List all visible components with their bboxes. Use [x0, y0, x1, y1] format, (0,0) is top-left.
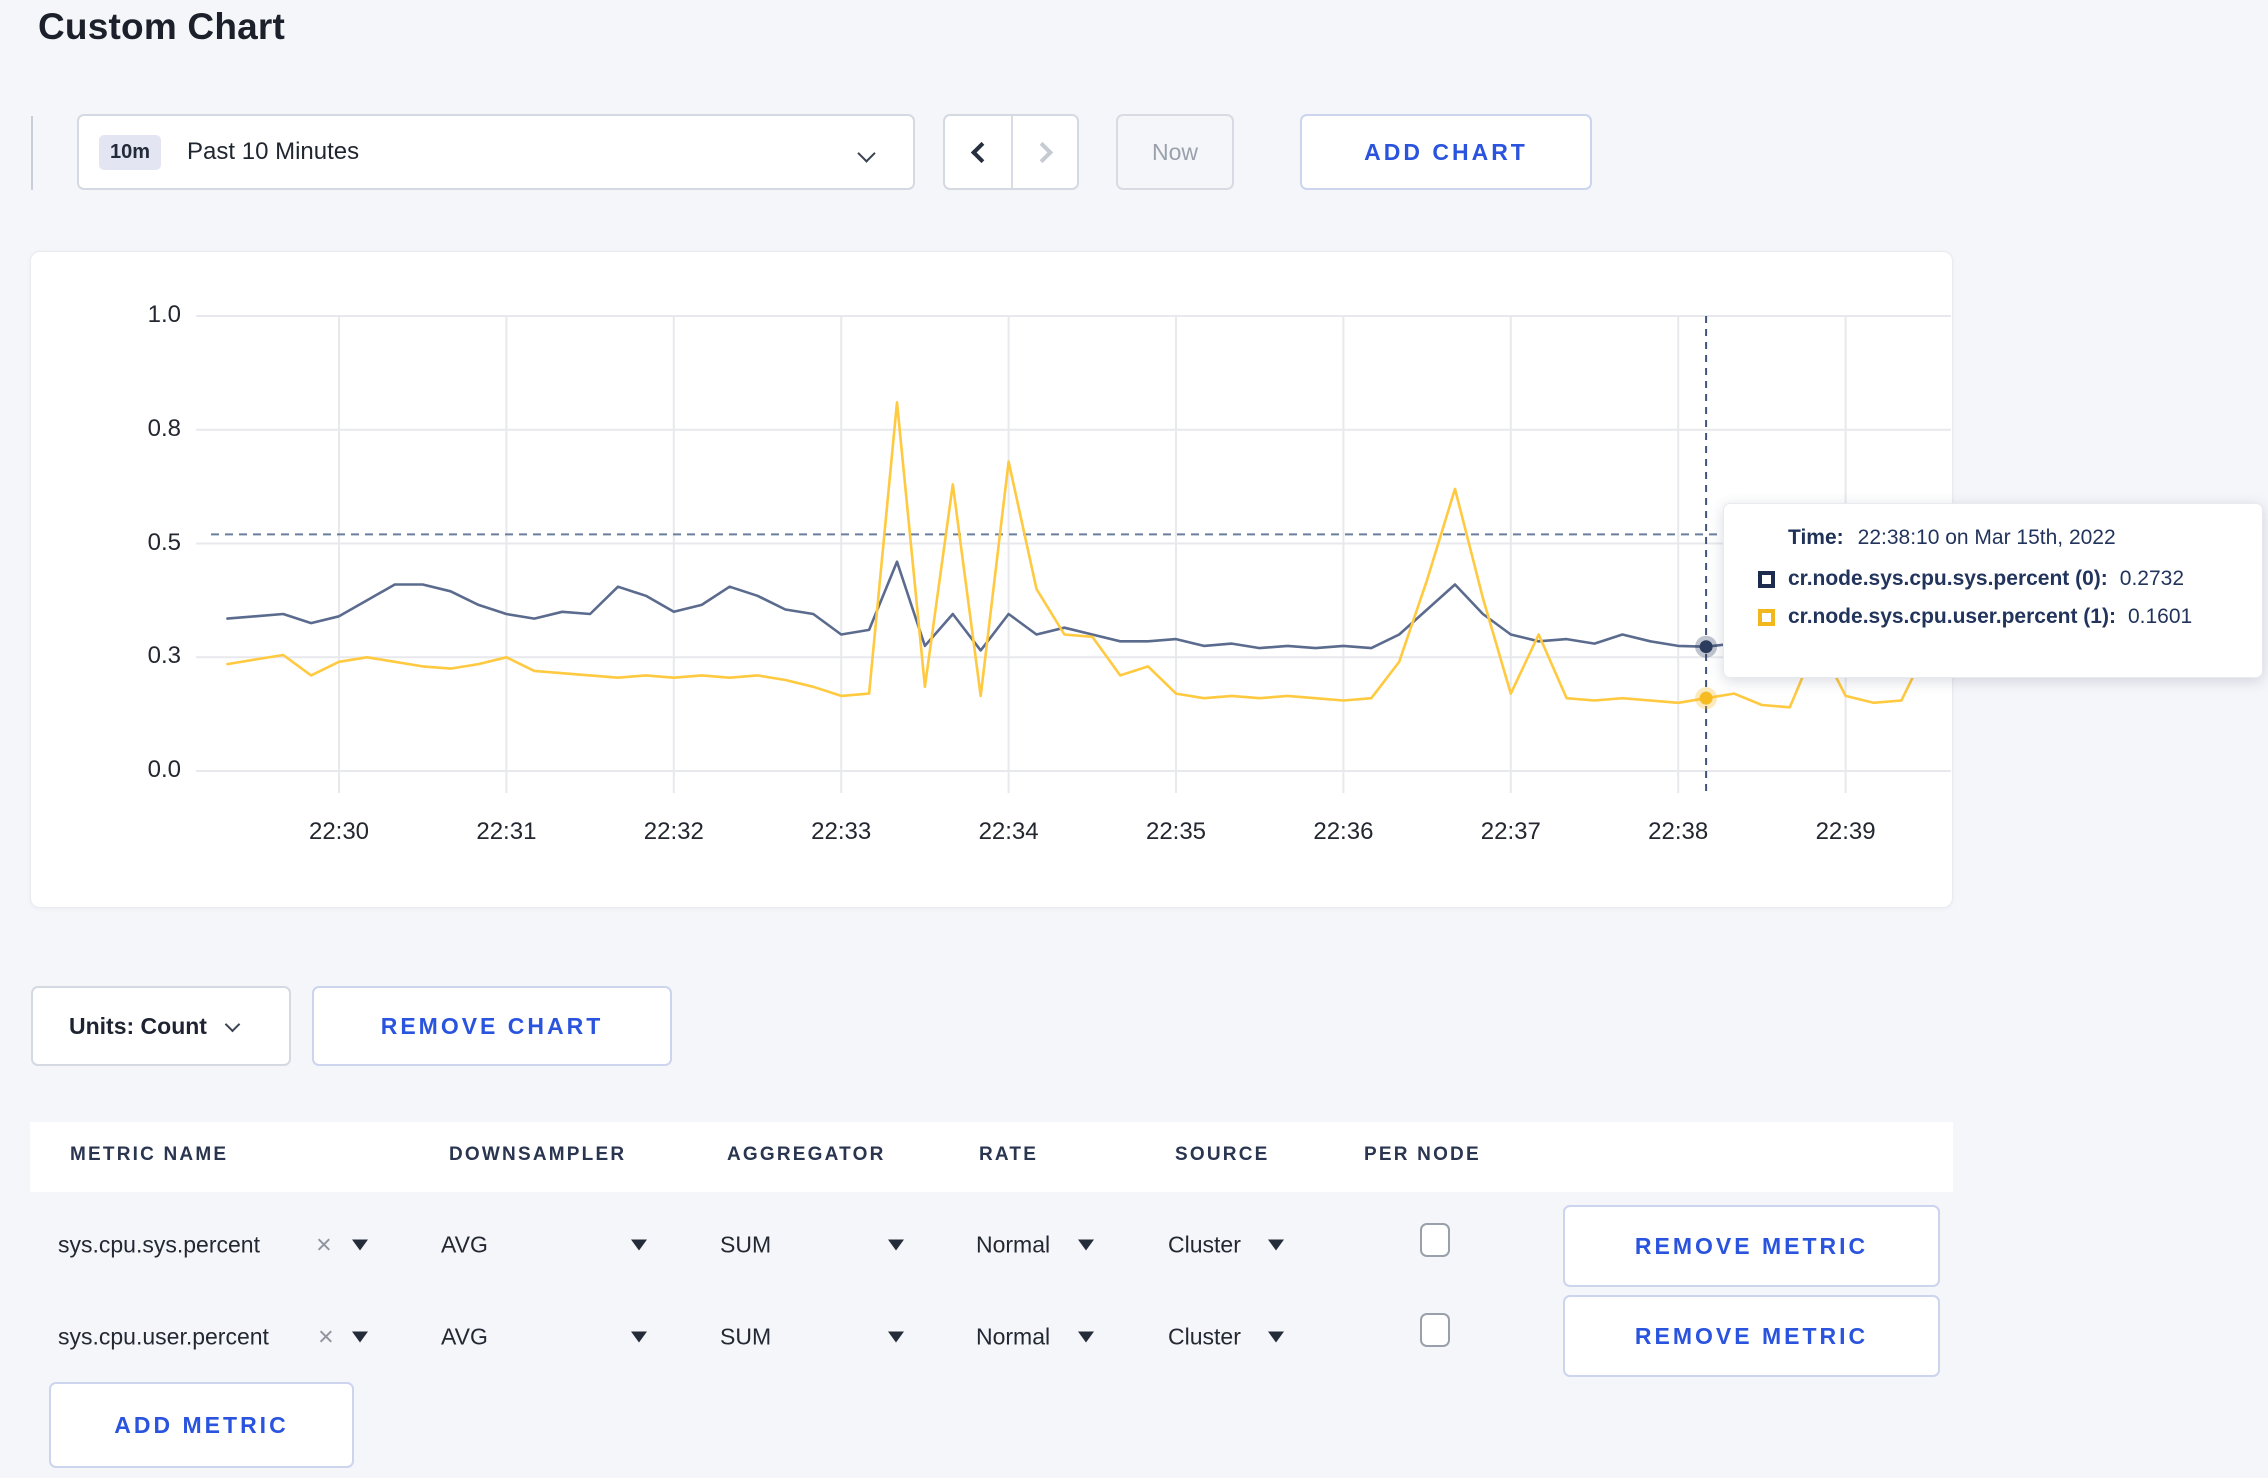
- x-axis-tick-label: 22:39: [1815, 818, 1876, 845]
- col-source: SOURCE: [1175, 1144, 1270, 1165]
- clear-metric-icon[interactable]: ×: [318, 1321, 334, 1352]
- x-axis-tick-label: 22:34: [978, 818, 1039, 845]
- source-select[interactable]: Cluster: [1168, 1323, 1241, 1350]
- x-axis-tick-label: 22:38: [1648, 818, 1709, 845]
- downsampler-select[interactable]: AVG: [441, 1323, 488, 1350]
- x-axis-tick-label: 22:31: [476, 818, 537, 845]
- timeseries-chart[interactable]: [31, 252, 1953, 908]
- tooltip-series-row: cr.node.sys.cpu.sys.percent (0): 0.2732: [1758, 567, 2262, 591]
- add-metric-button[interactable]: ADD METRIC: [49, 1382, 354, 1468]
- tooltip-series-label: cr.node.sys.cpu.user.percent (1):: [1788, 605, 2116, 628]
- downsampler-select[interactable]: AVG: [441, 1231, 488, 1258]
- tooltip-series-value: 0.2732: [2119, 567, 2185, 590]
- x-axis-tick-label: 22:33: [811, 818, 872, 845]
- clear-metric-icon[interactable]: ×: [316, 1229, 332, 1260]
- y-axis-tick-label: 0.3: [147, 642, 181, 670]
- chart-card: 0.0 0.3 0.5 0.8 1.0 22:30 22:31 22:32 22:33 22:34…: [30, 251, 1953, 908]
- table-row: sys.cpu.sys.percent × AVG SUM Normal Clu…: [0, 1200, 2268, 1290]
- tooltip-series-label: cr.node.sys.cpu.sys.percent (0):: [1788, 567, 2108, 590]
- chevron-down-icon: [224, 1016, 241, 1032]
- aggregator-select[interactable]: SUM: [720, 1231, 772, 1258]
- dropdown-arrow-icon[interactable]: [1268, 1331, 1284, 1343]
- tooltip-series-value: 0.1601: [2127, 605, 2193, 628]
- x-axis-tick-label: 22:30: [308, 818, 370, 845]
- aggregator-select[interactable]: SUM: [720, 1323, 772, 1350]
- table-row: sys.cpu.user.percent × AVG SUM Normal Cl…: [0, 1292, 2268, 1382]
- remove-metric-button[interactable]: REMOVE METRIC: [1563, 1205, 1940, 1287]
- next-time-button[interactable]: [1011, 116, 1077, 188]
- tooltip-time-label: Time:: [1788, 526, 1844, 549]
- dropdown-arrow-icon[interactable]: [631, 1239, 647, 1251]
- dropdown-arrow-icon[interactable]: [1268, 1239, 1284, 1251]
- x-axis-tick-label: 22:37: [1480, 818, 1541, 845]
- series-swatch-user-icon: [1758, 608, 1775, 626]
- tooltip-time: Time: 22:38:10 on Mar 15th, 2022: [1758, 526, 2262, 550]
- col-downsampler: DOWNSAMPLER: [449, 1144, 627, 1165]
- dropdown-arrow-icon[interactable]: [352, 1331, 368, 1343]
- x-axis-tick-label: 22:35: [1145, 818, 1207, 845]
- y-axis-tick-label: 1.0: [147, 301, 181, 328]
- chevron-right-icon: [1031, 141, 1053, 163]
- remove-chart-button[interactable]: REMOVE CHART: [312, 986, 672, 1066]
- time-step-buttons: [943, 114, 1079, 190]
- y-axis-tick-label: 0.5: [147, 528, 181, 556]
- tooltip-series-row: cr.node.sys.cpu.user.percent (1): 0.1601: [1758, 605, 2262, 629]
- crosshair-point: [1699, 640, 1713, 654]
- x-axis-tick-label: 22:36: [1313, 818, 1374, 845]
- per-node-checkbox[interactable]: [1420, 1313, 1450, 1347]
- col-metric-name: METRIC NAME: [70, 1144, 229, 1165]
- dropdown-arrow-icon[interactable]: [888, 1331, 904, 1343]
- chevron-left-icon: [970, 141, 992, 163]
- source-select[interactable]: Cluster: [1168, 1231, 1241, 1258]
- series-line-1: [226, 401, 1952, 709]
- prev-time-button[interactable]: [945, 116, 1011, 188]
- y-axis-tick-label: 0.8: [147, 414, 181, 442]
- toolbar-divider: [31, 116, 33, 190]
- time-range-badge: 10m: [99, 134, 162, 170]
- time-range-label: Past 10 Minutes: [187, 138, 360, 165]
- col-aggregator: AGGREGATOR: [727, 1144, 886, 1165]
- dropdown-arrow-icon[interactable]: [1078, 1331, 1094, 1343]
- page-title: Custom Chart: [38, 6, 286, 47]
- col-rate: RATE: [979, 1144, 1039, 1165]
- tooltip-time-value: 22:38:10 on Mar 15th, 2022: [1857, 526, 2116, 549]
- units-label: Units: Count: [69, 1012, 207, 1039]
- dropdown-arrow-icon[interactable]: [1078, 1239, 1094, 1251]
- add-chart-button[interactable]: ADD CHART: [1300, 114, 1592, 190]
- y-axis-tick-label: 0.0: [147, 756, 181, 783]
- metric-name-select[interactable]: sys.cpu.user.percent: [58, 1323, 269, 1350]
- metrics-table-header: METRIC NAME DOWNSAMPLER AGGREGATOR RATE …: [30, 1122, 1953, 1192]
- rate-select[interactable]: Normal: [976, 1323, 1051, 1350]
- time-range-select[interactable]: 10m Past 10 Minutes: [77, 114, 915, 190]
- chart-tooltip: Time: 22:38:10 on Mar 15th, 2022 cr.node.…: [1723, 503, 2263, 678]
- dropdown-arrow-icon[interactable]: [352, 1239, 368, 1251]
- crosshair-point: [1699, 691, 1713, 705]
- metric-name-select[interactable]: sys.cpu.sys.percent: [58, 1231, 260, 1258]
- rate-select[interactable]: Normal: [976, 1231, 1051, 1258]
- chevron-down-icon: [857, 144, 876, 163]
- col-per-node: PER NODE: [1364, 1144, 1481, 1165]
- x-axis-tick-label: 22:32: [643, 818, 704, 845]
- dropdown-arrow-icon[interactable]: [888, 1239, 904, 1251]
- series-swatch-sys-icon: [1758, 570, 1775, 588]
- now-button[interactable]: Now: [1116, 114, 1234, 190]
- dropdown-arrow-icon[interactable]: [631, 1331, 647, 1343]
- series-line-0: [226, 560, 1952, 652]
- remove-metric-button[interactable]: REMOVE METRIC: [1563, 1295, 1940, 1377]
- per-node-checkbox[interactable]: [1420, 1223, 1450, 1257]
- units-select[interactable]: Units: Count: [31, 986, 291, 1066]
